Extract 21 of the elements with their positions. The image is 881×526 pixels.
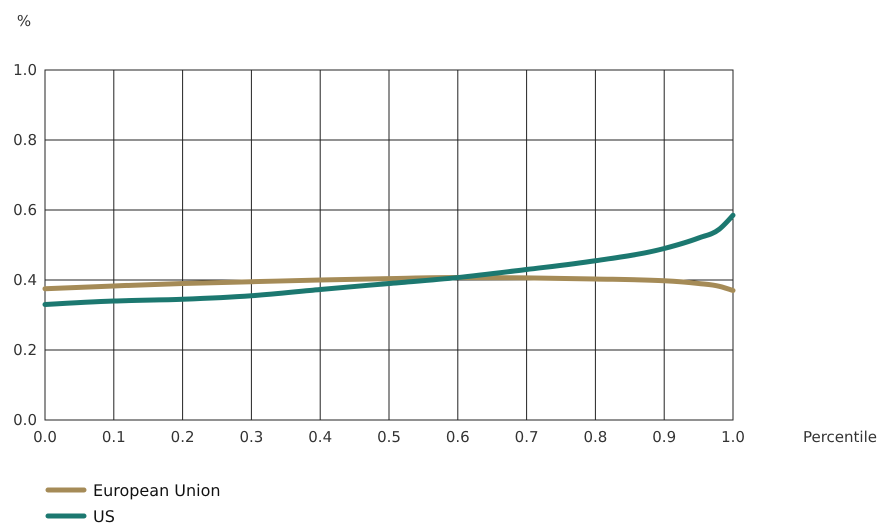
x-axis-title: Percentile <box>802 428 877 446</box>
x-tick-label: 0.3 <box>239 428 264 446</box>
x-tick-label: 0.6 <box>446 428 470 446</box>
y-tick-label: 1.0 <box>13 61 37 79</box>
x-tick-label: 0.0 <box>33 428 57 446</box>
x-tick-label: 0.8 <box>583 428 608 446</box>
y-tick-label: 0.2 <box>13 341 37 359</box>
legend-label: European Union <box>93 481 221 500</box>
x-tick-label: 0.4 <box>308 428 332 446</box>
x-tick-label: 0.9 <box>652 428 676 446</box>
x-tick-label: 1.0 <box>721 428 745 446</box>
y-axis-title: % <box>16 12 32 30</box>
y-tick-label: 0.8 <box>13 131 37 149</box>
legend-label: US <box>93 507 115 526</box>
y-tick-label: 0.0 <box>13 411 37 429</box>
x-tick-label: 0.5 <box>377 428 401 446</box>
y-tick-label: 0.6 <box>13 201 37 219</box>
x-tick-label: 0.1 <box>102 428 126 446</box>
x-tick-label: 0.7 <box>514 428 539 446</box>
x-tick-label: 0.2 <box>170 428 195 446</box>
y-tick-label: 0.4 <box>13 271 37 289</box>
